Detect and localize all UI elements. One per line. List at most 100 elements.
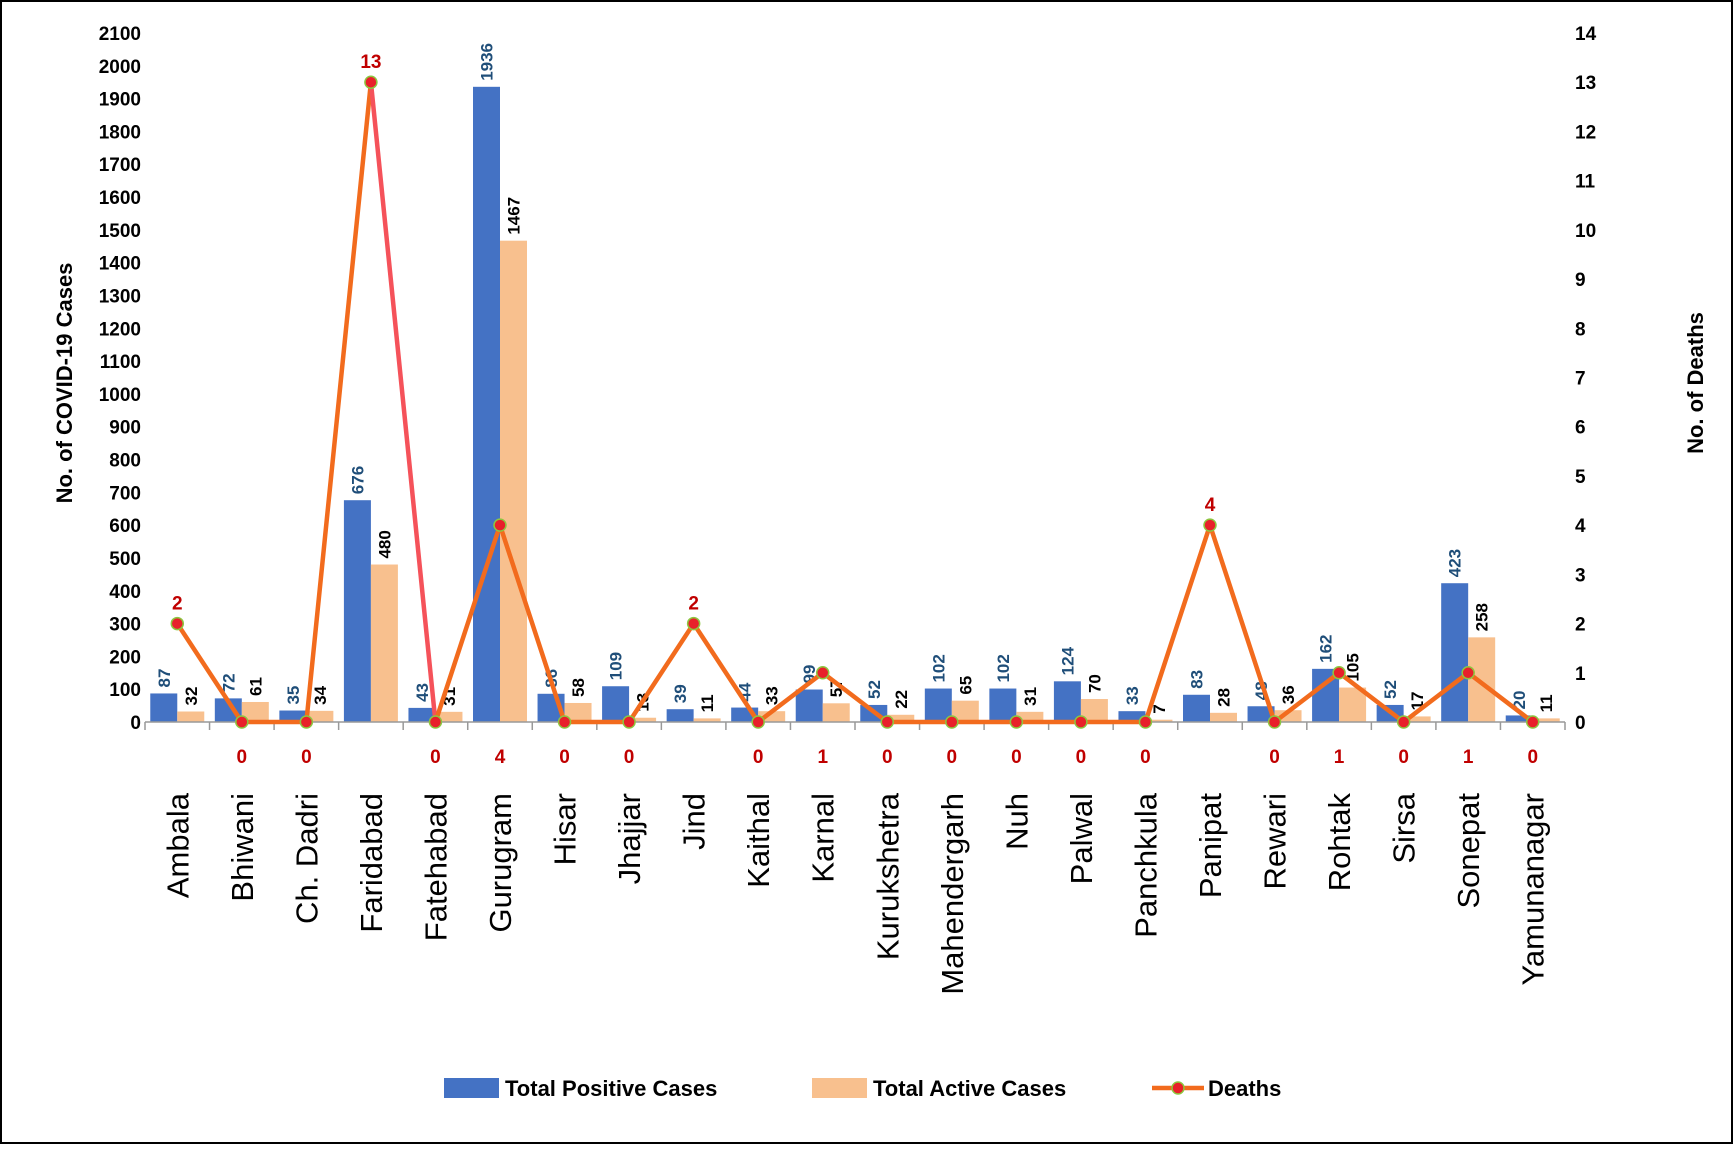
bar-total-active: [1468, 637, 1496, 722]
data-label-deaths: 0: [559, 747, 570, 768]
category-label: Rohtak: [1322, 793, 1357, 892]
deaths-marker: [1203, 518, 1217, 532]
category-label: Jind: [677, 793, 712, 850]
y-tick-label: 1700: [99, 155, 141, 176]
legend-label-active: Total Active Cases: [873, 1076, 1066, 1101]
y-tick-label: 300: [109, 615, 141, 636]
data-label-positive: 676: [348, 466, 367, 494]
bar-total-positive: [1247, 706, 1275, 722]
y-tick-label: 100: [109, 680, 141, 701]
data-label-active: 58: [569, 678, 588, 697]
bar-total-active: [500, 240, 527, 723]
deaths-marker: [557, 715, 572, 729]
y-tick-label: 800: [109, 451, 141, 472]
data-label-deaths: 0: [237, 747, 248, 768]
bar-total-positive: [924, 688, 952, 722]
y-tick-label: 1200: [99, 319, 141, 340]
y2-tick-label: 4: [1575, 516, 1586, 537]
category-label: Kurukshetra: [870, 792, 905, 960]
y-tick-label: 700: [109, 483, 141, 504]
deaths-line-segment: [497, 522, 567, 725]
category-label: Gurugram: [483, 793, 518, 933]
y2-tick-label: 11: [1575, 172, 1596, 193]
bar-total-active: [177, 711, 205, 722]
y-tick-label: 200: [109, 647, 141, 668]
category-label: Yamunanagar: [1516, 793, 1551, 985]
data-label-active: 22: [892, 690, 911, 709]
y-tick-label: 900: [109, 418, 141, 439]
y-tick-label: 1300: [99, 286, 141, 307]
data-label-active: 34: [311, 685, 330, 704]
deaths-marker: [1461, 666, 1475, 680]
data-label-active: 65: [956, 676, 975, 695]
category-label: Panipat: [1193, 793, 1228, 899]
data-label-positive: 109: [607, 652, 626, 680]
data-label-active: 70: [1085, 674, 1104, 693]
legend-label-positive: Total Positive Cases: [505, 1076, 717, 1101]
y-tick-label: 1000: [99, 385, 141, 406]
y-tick-label: 400: [109, 582, 141, 603]
data-label-deaths: 2: [172, 594, 183, 615]
legend-swatch-active: [812, 1078, 867, 1098]
data-label-positive: 1936: [478, 43, 497, 81]
bar-total-active: [435, 711, 463, 722]
bar-total-active: [306, 710, 334, 722]
category-label: Ch. Dadri: [289, 793, 324, 924]
deaths-marker: [1267, 715, 1282, 729]
data-label-deaths: 0: [624, 747, 635, 768]
bar-total-active: [693, 718, 721, 722]
y2-tick-label: 10: [1575, 221, 1596, 242]
deaths-marker: [170, 616, 185, 631]
data-label-positive: 43: [413, 683, 432, 702]
bar-total-active: [1016, 711, 1044, 722]
data-label-positive: 52: [865, 680, 884, 699]
category-label: Karnal: [806, 793, 841, 883]
data-label-positive: 87: [155, 669, 174, 688]
data-label-deaths: 13: [360, 52, 381, 73]
deaths-line-segment: [175, 621, 245, 725]
data-label-deaths: 0: [947, 747, 958, 768]
data-label-active: 258: [1473, 603, 1492, 631]
y-tick-label: 500: [109, 549, 141, 570]
y-tick-label: 1100: [100, 352, 141, 373]
deaths-marker: [493, 518, 507, 532]
data-label-deaths: 0: [430, 747, 441, 768]
bar-total-positive: [473, 86, 500, 722]
y-tick-label: 600: [109, 516, 141, 537]
bar-total-active: [241, 701, 269, 722]
deaths-line-segment: [691, 621, 761, 725]
category-label: Nuh: [999, 793, 1034, 850]
legend-swatch-positive: [444, 1078, 499, 1098]
category-label: Panchkula: [1128, 792, 1163, 938]
data-label-deaths: 0: [1527, 747, 1538, 768]
data-label-positive: 124: [1058, 646, 1077, 675]
legend-marker-deaths: [1171, 1081, 1185, 1095]
bar-total-positive: [343, 500, 371, 722]
bar-total-active: [1339, 687, 1367, 722]
data-label-active: 11: [1537, 694, 1556, 712]
bar-total-active: [1532, 718, 1560, 722]
deaths-line-segment: [304, 79, 374, 725]
bar-total-active: [370, 564, 398, 722]
y-tick-label: 1900: [99, 90, 141, 111]
data-label-deaths: 4: [1205, 495, 1216, 516]
y2-axis-title: No. of Deaths: [1683, 312, 1708, 454]
deaths-line-segment: [368, 79, 438, 725]
y-axis-title: No. of COVID-19 Cases: [52, 263, 77, 504]
data-label-deaths: 0: [1140, 747, 1151, 768]
deaths-line-segment: [433, 522, 503, 725]
category-label: Ambala: [160, 792, 195, 898]
data-label-positive: 83: [1188, 670, 1207, 689]
deaths-marker: [1332, 666, 1346, 680]
bar-total-active: [887, 714, 915, 722]
data-label-deaths: 0: [1076, 747, 1087, 768]
bar-total-active: [822, 703, 850, 722]
data-label-active: 11: [698, 694, 717, 712]
y-tick-label: 2000: [99, 57, 141, 78]
data-label-positive: 102: [929, 654, 948, 682]
bar-total-active: [1403, 716, 1431, 722]
bar-total-active: [1210, 712, 1237, 722]
